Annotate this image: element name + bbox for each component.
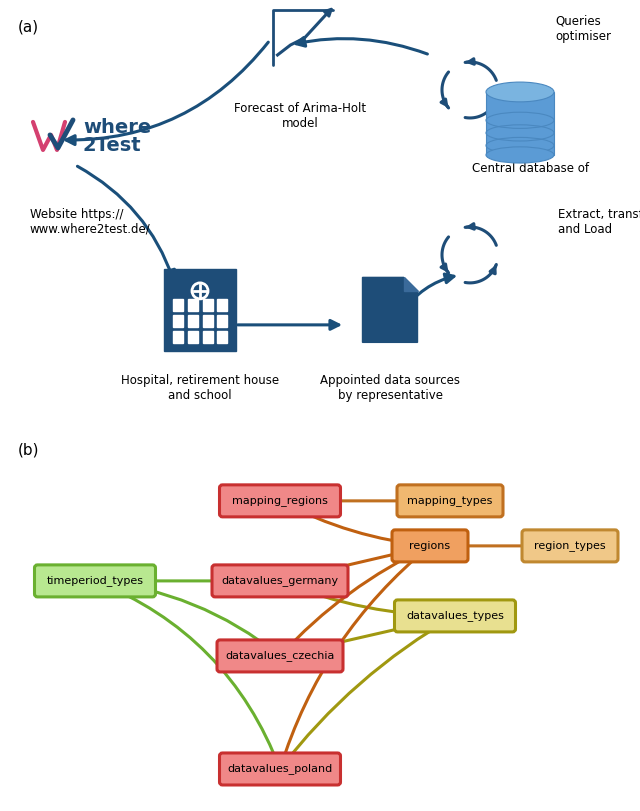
FancyBboxPatch shape xyxy=(173,299,183,311)
Ellipse shape xyxy=(486,82,554,102)
Text: where: where xyxy=(83,118,151,137)
Text: (b): (b) xyxy=(18,443,40,458)
FancyBboxPatch shape xyxy=(212,565,348,597)
Text: mapping_regions: mapping_regions xyxy=(232,496,328,506)
FancyBboxPatch shape xyxy=(397,485,503,517)
Text: Appointed data sources
by representative: Appointed data sources by representative xyxy=(320,374,460,402)
Text: datavalues_czechia: datavalues_czechia xyxy=(225,650,335,662)
Ellipse shape xyxy=(486,147,554,163)
FancyBboxPatch shape xyxy=(486,92,554,155)
Text: Website https://
www.where2test.de/: Website https:// www.where2test.de/ xyxy=(30,208,151,236)
FancyBboxPatch shape xyxy=(217,315,227,327)
Text: 2Test: 2Test xyxy=(83,136,141,155)
Text: Extract, transfer,
and Load: Extract, transfer, and Load xyxy=(558,208,640,236)
FancyBboxPatch shape xyxy=(164,269,236,351)
FancyBboxPatch shape xyxy=(203,299,213,311)
FancyBboxPatch shape xyxy=(392,530,468,562)
Text: Queries
optimiser: Queries optimiser xyxy=(555,15,611,43)
FancyBboxPatch shape xyxy=(217,299,227,311)
FancyBboxPatch shape xyxy=(217,640,343,672)
Text: Hospital, retirement house
and school: Hospital, retirement house and school xyxy=(121,374,279,402)
FancyBboxPatch shape xyxy=(188,315,198,327)
Text: timeperiod_types: timeperiod_types xyxy=(47,576,143,586)
Text: region_types: region_types xyxy=(534,540,606,551)
Text: mapping_types: mapping_types xyxy=(407,496,493,506)
Text: datavalues_poland: datavalues_poland xyxy=(227,763,333,775)
Text: Central database of: Central database of xyxy=(472,162,589,175)
FancyBboxPatch shape xyxy=(394,600,515,632)
Text: Forecast of Arima-Holt
model: Forecast of Arima-Holt model xyxy=(234,102,366,130)
Text: datavalues_germany: datavalues_germany xyxy=(221,576,339,586)
Polygon shape xyxy=(362,277,417,342)
FancyBboxPatch shape xyxy=(203,315,213,327)
FancyBboxPatch shape xyxy=(188,299,198,311)
FancyBboxPatch shape xyxy=(173,331,183,343)
FancyBboxPatch shape xyxy=(217,331,227,343)
FancyBboxPatch shape xyxy=(220,485,340,517)
FancyBboxPatch shape xyxy=(173,315,183,327)
FancyBboxPatch shape xyxy=(188,331,198,343)
Text: regions: regions xyxy=(410,541,451,551)
Text: (a): (a) xyxy=(18,20,39,35)
FancyBboxPatch shape xyxy=(203,331,213,343)
FancyBboxPatch shape xyxy=(35,565,156,597)
FancyBboxPatch shape xyxy=(220,753,340,785)
Polygon shape xyxy=(403,277,417,291)
Text: datavalues_types: datavalues_types xyxy=(406,611,504,621)
FancyBboxPatch shape xyxy=(522,530,618,562)
